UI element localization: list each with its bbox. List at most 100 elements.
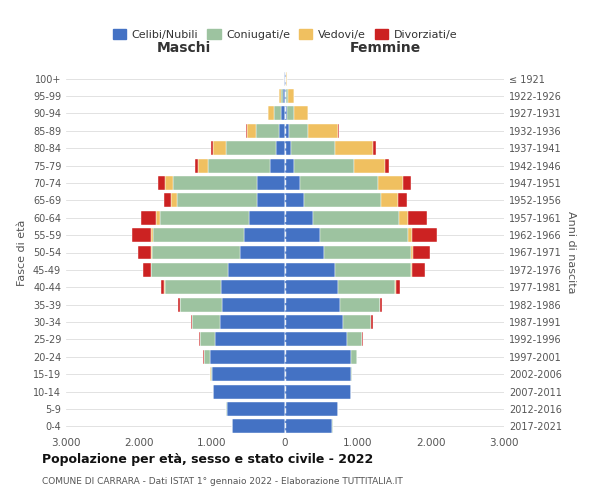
Bar <box>379 176 403 190</box>
Bar <box>289 124 308 138</box>
Bar <box>320 228 407 242</box>
Bar <box>232 420 285 434</box>
Y-axis label: Anni di nascita: Anni di nascita <box>566 211 576 294</box>
Bar <box>132 228 151 242</box>
Bar <box>257 194 285 207</box>
Bar <box>308 124 338 138</box>
Bar <box>382 194 398 207</box>
Text: Maschi: Maschi <box>157 42 211 56</box>
Bar <box>380 298 382 312</box>
Bar <box>160 211 249 224</box>
Bar <box>164 280 221 294</box>
Bar <box>285 350 350 364</box>
Bar <box>211 142 213 155</box>
Bar <box>294 158 355 172</box>
Bar <box>151 228 153 242</box>
Bar <box>200 332 215 346</box>
Bar <box>177 194 257 207</box>
Bar <box>313 211 399 224</box>
Bar <box>247 124 256 138</box>
Bar <box>180 298 222 312</box>
Bar <box>285 106 287 120</box>
Bar <box>295 106 308 120</box>
Bar <box>275 142 285 155</box>
Bar <box>222 298 285 312</box>
Bar <box>281 89 283 103</box>
Bar <box>285 420 332 434</box>
Bar <box>371 315 373 329</box>
Bar <box>285 228 320 242</box>
Bar <box>199 332 200 346</box>
Bar <box>268 106 274 120</box>
Bar <box>198 158 208 172</box>
Text: Femmine: Femmine <box>350 42 421 56</box>
Bar <box>291 142 335 155</box>
Bar <box>412 228 437 242</box>
Bar <box>285 211 313 224</box>
Bar <box>165 176 173 190</box>
Bar <box>288 89 294 103</box>
Bar <box>335 263 411 277</box>
Bar <box>257 176 285 190</box>
Bar <box>158 176 165 190</box>
Bar <box>285 142 291 155</box>
Bar <box>285 246 325 260</box>
Bar <box>299 176 379 190</box>
Bar <box>340 298 380 312</box>
Y-axis label: Fasce di età: Fasce di età <box>17 220 27 286</box>
Bar <box>204 350 210 364</box>
Bar <box>152 246 240 260</box>
Bar <box>285 384 350 398</box>
Bar <box>211 367 212 381</box>
Bar <box>285 367 350 381</box>
Bar <box>256 124 279 138</box>
Bar <box>285 280 338 294</box>
Bar <box>347 332 362 346</box>
Bar <box>151 263 228 277</box>
Bar <box>411 263 412 277</box>
Bar <box>343 315 371 329</box>
Text: COMUNE DI CARRARA - Dati ISTAT 1° gennaio 2022 - Elaborazione TUTTITALIA.IT: COMUNE DI CARRARA - Dati ISTAT 1° gennai… <box>42 478 403 486</box>
Bar <box>325 246 410 260</box>
Bar <box>399 211 407 224</box>
Bar <box>249 211 285 224</box>
Bar <box>164 194 171 207</box>
Bar <box>191 315 192 329</box>
Bar <box>227 402 285 416</box>
Bar <box>398 194 407 207</box>
Bar <box>141 211 156 224</box>
Bar <box>213 142 226 155</box>
Bar <box>226 142 275 155</box>
Bar <box>192 315 220 329</box>
Bar <box>385 158 389 172</box>
Bar <box>287 106 295 120</box>
Bar <box>240 246 285 260</box>
Bar <box>285 298 340 312</box>
Bar <box>215 332 285 346</box>
Bar <box>285 263 335 277</box>
Bar <box>173 176 257 190</box>
Bar <box>195 158 198 172</box>
Bar <box>281 106 285 120</box>
Bar <box>355 158 385 172</box>
Bar <box>212 367 285 381</box>
Bar <box>221 280 285 294</box>
Bar <box>285 124 289 138</box>
Bar <box>338 124 340 138</box>
Bar <box>412 263 425 277</box>
Bar <box>285 402 338 416</box>
Bar <box>413 246 430 260</box>
Bar <box>228 263 285 277</box>
Bar <box>143 263 151 277</box>
Bar <box>285 315 343 329</box>
Bar <box>304 194 382 207</box>
Bar <box>338 280 395 294</box>
Bar <box>395 280 400 294</box>
Bar <box>161 280 164 294</box>
Bar <box>214 384 285 398</box>
Bar <box>410 246 413 260</box>
Bar <box>244 228 285 242</box>
Bar <box>153 228 244 242</box>
Bar <box>350 367 352 381</box>
Bar <box>171 194 177 207</box>
